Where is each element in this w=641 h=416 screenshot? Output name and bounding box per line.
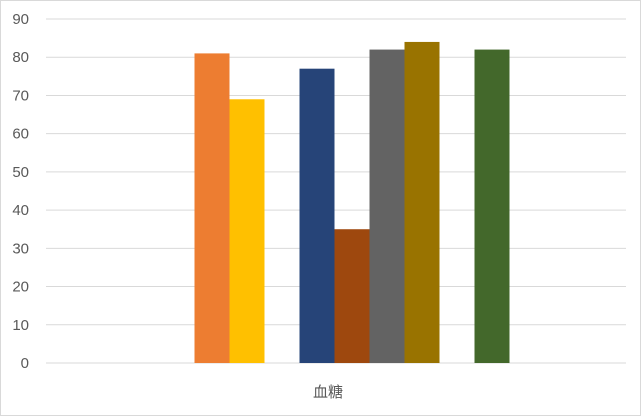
- bars: [194, 41, 510, 364]
- y-tick-label: 10: [12, 317, 29, 334]
- gridlines: [46, 18, 626, 364]
- bar-series-9: [474, 49, 510, 363]
- y-tick-label: 80: [12, 49, 29, 66]
- y-tick-label: 90: [12, 11, 29, 28]
- y-tick-label: 0: [21, 355, 29, 372]
- y-tick-label: 20: [12, 279, 29, 296]
- bar-series-6: [369, 49, 405, 363]
- y-tick-label: 30: [12, 240, 29, 257]
- bar-series-4: [299, 68, 335, 363]
- bar-series-2: [229, 99, 265, 364]
- bar-series-7: [404, 41, 440, 363]
- y-tick-label: 60: [12, 126, 29, 143]
- bar-series-5: [334, 229, 370, 363]
- x-category-label: 血糖: [313, 383, 343, 401]
- bar-series-1: [194, 53, 230, 364]
- y-tick-label: 70: [12, 87, 29, 104]
- y-tick-label: 50: [12, 164, 29, 181]
- axes: 0 10 20 30 40 50 60 70 80 90 血糖: [12, 11, 343, 401]
- y-tick-label: 40: [12, 202, 29, 219]
